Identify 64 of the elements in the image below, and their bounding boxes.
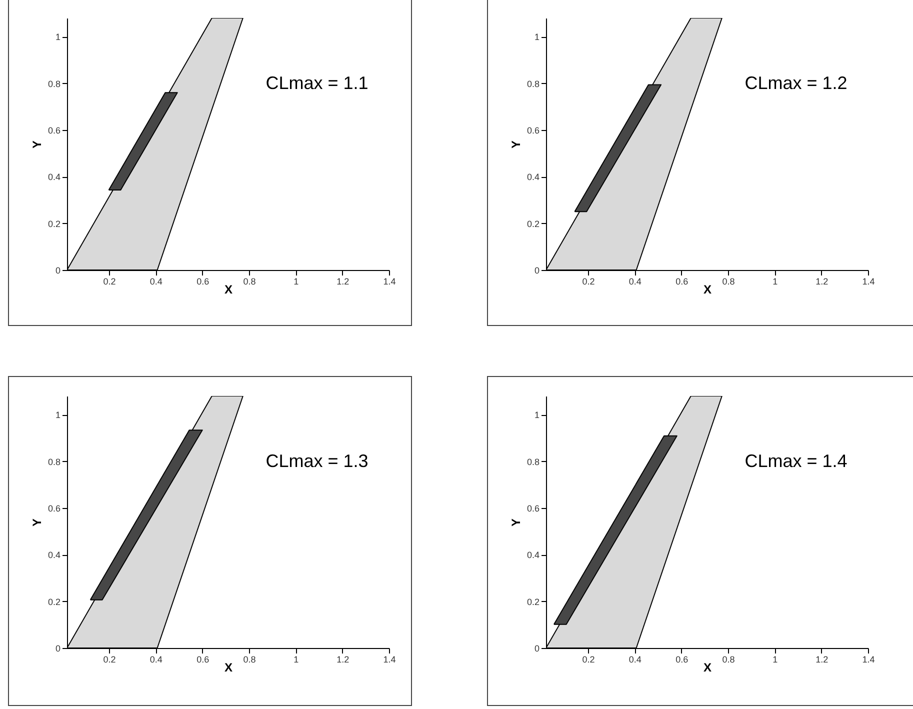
x-tick-label: 0.2 [582,276,595,286]
y-tick-label: 0.2 [526,218,540,229]
x-tick-label: 0.8 [243,276,256,286]
y-tick-label: 0.4 [526,172,540,182]
y-tick-label: 0.4 [48,172,60,182]
x-tick-label: 0.6 [196,276,210,286]
x-tick-label: 0.4 [628,654,642,664]
y-tick-label: 0 [534,644,540,654]
x-tick-label: 1 [772,654,778,664]
x-tick-label: 1.4 [383,654,396,664]
x-tick-label: 1.2 [816,276,828,286]
annotation: CLmax = 1.1 [266,73,368,93]
x-tick-label: 0.2 [103,276,116,286]
x-axis-title: X [224,282,233,296]
x-tick-label: 0.8 [722,276,735,286]
y-axis-title: Y [30,518,44,527]
y-axis-title: Y [30,140,44,149]
annotation: CLmax = 1.4 [744,451,848,471]
x-tick-label: 1.2 [336,276,350,286]
y-tick-label: 0 [55,266,60,276]
y-tick-label: 1 [534,32,540,42]
x-tick-label: 1 [772,276,778,286]
x-tick-label: 1.2 [336,654,350,664]
x-tick-label: 0.4 [150,654,162,664]
x-tick-label: 0.4 [628,276,642,286]
x-axis-title: X [703,282,712,296]
x-tick-label: 0.6 [676,276,688,286]
x-tick-label: 0.2 [582,654,595,664]
x-tick-label: 1.2 [816,654,828,664]
x-tick-label: 1.4 [862,276,875,286]
y-tick-label: 1 [55,32,60,42]
y-tick-label: 0.6 [48,126,60,136]
x-tick-label: 0.6 [676,654,688,664]
y-tick-label: 0 [55,644,60,654]
x-tick-label: 0.6 [196,654,210,664]
y-tick-label: 0.4 [526,550,540,560]
y-axis-title: Y [508,140,523,149]
y-tick-label: 0.8 [526,78,540,89]
x-tick-label: 1 [294,276,299,286]
y-axis-title: Y [508,518,523,527]
x-axis-title: X [224,660,233,674]
x-tick-label: 0.4 [150,276,162,286]
x-tick-label: 1.4 [383,276,396,286]
y-tick-label: 1 [534,410,540,420]
x-tick-label: 1 [294,654,299,664]
y-tick-label: 0.8 [48,78,60,89]
x-tick-label: 0.8 [722,654,735,664]
y-tick-label: 0.2 [48,596,60,607]
y-tick-label: 0.6 [48,504,60,514]
y-tick-label: 0.2 [48,218,60,229]
annotation: CLmax = 1.2 [744,73,848,93]
y-tick-label: 0.2 [526,596,540,607]
y-tick-label: 0 [534,266,540,276]
x-tick-label: 0.8 [243,654,256,664]
x-axis-title: X [703,660,712,674]
x-tick-label: 1.4 [862,654,875,664]
y-tick-label: 0.8 [526,456,540,467]
annotation: CLmax = 1.3 [266,451,368,471]
y-tick-label: 1 [55,410,60,420]
y-tick-label: 0.6 [526,126,540,136]
y-tick-label: 0.6 [526,504,540,514]
x-tick-label: 0.2 [103,654,116,664]
y-tick-label: 0.4 [48,550,60,560]
y-tick-label: 0.8 [48,456,60,467]
